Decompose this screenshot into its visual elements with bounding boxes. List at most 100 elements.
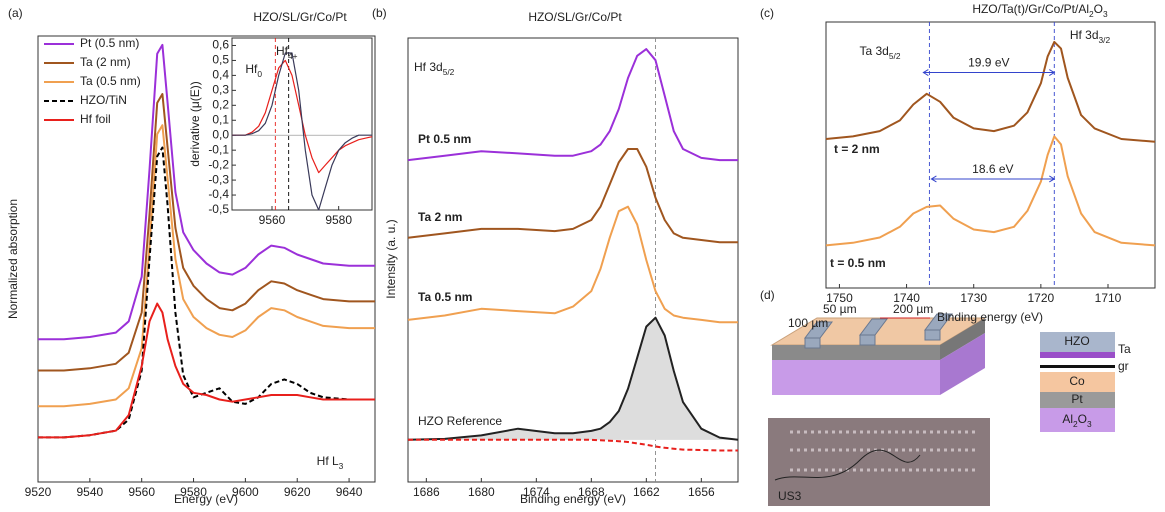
dimension-label: 50 µm bbox=[823, 302, 857, 316]
series-line bbox=[407, 148, 738, 244]
panel-label: (c) bbox=[760, 6, 774, 20]
series-line bbox=[825, 135, 1156, 247]
x-tick-label: 1730 bbox=[960, 291, 987, 305]
layer-hzo bbox=[1040, 332, 1115, 352]
series-label: Pt 0.5 nm bbox=[418, 132, 471, 146]
x-tick-label: 1656 bbox=[688, 485, 715, 499]
x-tick-label: 9640 bbox=[336, 485, 363, 499]
annotation: Hf 3d3/2 bbox=[1070, 28, 1111, 45]
subscript: 2 bbox=[1073, 419, 1078, 429]
panel-d: (d) 100 µm 50 µm 200 µm HZO Ta gr Co Pt … bbox=[760, 288, 1131, 506]
legend-label: HZO/TiN bbox=[80, 93, 127, 107]
x-tick-label: 1710 bbox=[1095, 291, 1122, 305]
x-axis-label: Energy (eV) bbox=[174, 492, 238, 506]
series-label: Ta 2 nm bbox=[418, 210, 462, 224]
arrow-head bbox=[922, 69, 1056, 76]
chart-title: HZO/SL/Gr/Co/Pt bbox=[253, 10, 347, 24]
x-tick-label: 9580 bbox=[325, 213, 352, 227]
layer-gr bbox=[1040, 365, 1115, 368]
annotation: Hf L3 bbox=[317, 454, 344, 471]
y-tick-label: 0,2 bbox=[212, 97, 229, 111]
series-line bbox=[825, 40, 1156, 143]
series-line bbox=[407, 316, 739, 441]
y-tick-label: -0,4 bbox=[208, 187, 229, 201]
dimension-label: 100 µm bbox=[788, 316, 828, 330]
text-part: Hf bbox=[245, 62, 258, 76]
chart-title: HZO/SL/Gr/Co/Pt bbox=[528, 10, 622, 24]
y-tick-label: -0,2 bbox=[208, 157, 229, 171]
device-substrate bbox=[940, 333, 985, 395]
x-tick-label: 1674 bbox=[523, 485, 550, 499]
subscript: 3/2 bbox=[1099, 35, 1111, 45]
photo-label: US3 bbox=[778, 489, 802, 503]
electrodes bbox=[804, 313, 953, 349]
subscript: 5/2 bbox=[443, 67, 455, 77]
series-line bbox=[407, 48, 738, 162]
device-layer bbox=[772, 345, 940, 360]
series-label: Ta 0.5 nm bbox=[418, 290, 472, 304]
dimension-label: 200 µm bbox=[893, 302, 933, 316]
legend-label: Ta (0.5 nm) bbox=[80, 74, 141, 88]
x-tick-label: 1668 bbox=[578, 485, 605, 499]
chart-title: HZO/Ta(t)/Gr/Co/Pt/Al2O3 bbox=[972, 2, 1108, 19]
series-line bbox=[408, 438, 738, 452]
panel-label: (d) bbox=[760, 288, 775, 302]
x-tick-label: 1740 bbox=[893, 291, 920, 305]
text-part: HZO/Ta(t)/Gr/Co/Pt/Al bbox=[972, 2, 1089, 16]
layer-label: Al2O3 bbox=[1062, 412, 1092, 429]
y-tick-label: 0,6 bbox=[212, 38, 229, 52]
plot-frame bbox=[407, 37, 739, 483]
arrow-label: 18.6 eV bbox=[972, 162, 1013, 176]
text-part: Hf L bbox=[317, 454, 339, 468]
layer-label: gr bbox=[1118, 359, 1129, 373]
y-tick-label: -0,3 bbox=[208, 172, 229, 186]
series-label: t = 2 nm bbox=[834, 142, 880, 156]
y-tick-label: 0,0 bbox=[212, 127, 229, 141]
subscript: 2 bbox=[1089, 9, 1094, 19]
layer-label: HZO bbox=[1064, 334, 1089, 348]
panel-label: (b) bbox=[372, 6, 387, 20]
layer-label: Co bbox=[1069, 374, 1085, 388]
annotation: Ta 3d5/2 bbox=[859, 44, 900, 61]
y-axis-label: Intensity (a. u.) bbox=[384, 219, 398, 298]
x-tick-label: 1686 bbox=[413, 485, 440, 499]
y-axis-label: Normalized absorption bbox=[6, 199, 20, 319]
text-part: O bbox=[1094, 2, 1103, 16]
subscript: 3 bbox=[1087, 419, 1092, 429]
layer-ta bbox=[1040, 352, 1115, 358]
text-part: Ta 3d bbox=[859, 44, 888, 58]
layer-co bbox=[1040, 372, 1115, 392]
photo-crack bbox=[774, 449, 921, 481]
annotation: Hf0 bbox=[245, 62, 262, 79]
x-tick-label: 9600 bbox=[232, 485, 259, 499]
x-tick-label: 1750 bbox=[826, 291, 853, 305]
plot-frame bbox=[231, 37, 373, 211]
series-label: HZO Reference bbox=[418, 414, 502, 428]
text-part: Hf 3d bbox=[1070, 28, 1099, 42]
subscript: 0 bbox=[257, 69, 262, 79]
layer-pt bbox=[1040, 392, 1115, 408]
y-tick-label: 0,3 bbox=[212, 83, 229, 97]
text-part: Al bbox=[1062, 412, 1073, 426]
y-axis-label: derivative (μ(E)) bbox=[188, 81, 202, 167]
text-part: Hf 3d bbox=[414, 60, 443, 74]
series-area bbox=[408, 317, 738, 440]
text-part: Hf bbox=[276, 44, 289, 58]
series-line bbox=[407, 205, 738, 324]
y-tick-label: -0,1 bbox=[208, 142, 229, 156]
y-tick-label: 0,5 bbox=[212, 53, 229, 67]
x-axis-label: Binding energy (eV) bbox=[937, 310, 1043, 324]
x-tick-label: 1662 bbox=[633, 485, 660, 499]
annotation: Hf4+ bbox=[276, 44, 298, 61]
series-line bbox=[38, 302, 375, 439]
legend-label: Ta (2 nm) bbox=[80, 55, 131, 69]
legend-label: Pt (0.5 nm) bbox=[80, 36, 139, 50]
y-tick-label: -0,5 bbox=[208, 202, 229, 216]
arrow-head bbox=[930, 175, 1056, 183]
legend-label: Hf foil bbox=[80, 112, 111, 126]
x-tick-label: 9560 bbox=[259, 213, 286, 227]
device-substrate bbox=[772, 360, 940, 395]
arrow-label: 19.9 eV bbox=[968, 56, 1009, 70]
series-line bbox=[38, 93, 375, 372]
x-tick-label: 9580 bbox=[180, 485, 207, 499]
